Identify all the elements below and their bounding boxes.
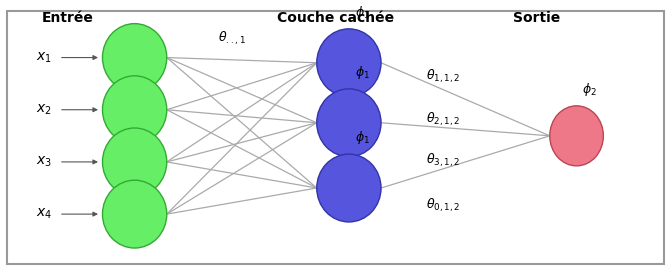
Ellipse shape	[317, 29, 381, 97]
FancyBboxPatch shape	[7, 11, 664, 264]
Ellipse shape	[103, 180, 167, 248]
Ellipse shape	[103, 23, 167, 92]
Text: Sortie: Sortie	[513, 11, 560, 25]
Text: $x_3$: $x_3$	[36, 155, 52, 169]
Text: $\phi_1$: $\phi_1$	[356, 129, 370, 146]
Text: $\phi_1$: $\phi_1$	[356, 64, 370, 81]
Ellipse shape	[103, 128, 167, 196]
Text: $x_2$: $x_2$	[36, 103, 52, 117]
Text: Couche cachée: Couche cachée	[277, 11, 394, 25]
Text: $\theta_{3,1,2}$: $\theta_{3,1,2}$	[426, 152, 460, 169]
Text: $\theta_{1,1,2}$: $\theta_{1,1,2}$	[426, 67, 460, 85]
Ellipse shape	[317, 89, 381, 157]
Text: $\phi_2$: $\phi_2$	[582, 81, 597, 98]
Text: $x_4$: $x_4$	[36, 207, 52, 221]
Text: $\theta_{2,1,2}$: $\theta_{2,1,2}$	[426, 110, 460, 128]
Text: Entrée: Entrée	[42, 11, 93, 25]
Ellipse shape	[103, 76, 167, 144]
Text: $x_1$: $x_1$	[36, 50, 52, 65]
Text: $\theta_{..,1}$: $\theta_{..,1}$	[218, 29, 246, 47]
Text: $\theta_{0,1,2}$: $\theta_{0,1,2}$	[426, 196, 460, 214]
Ellipse shape	[550, 106, 603, 166]
Ellipse shape	[317, 154, 381, 222]
Text: $\phi_1$: $\phi_1$	[356, 4, 370, 21]
